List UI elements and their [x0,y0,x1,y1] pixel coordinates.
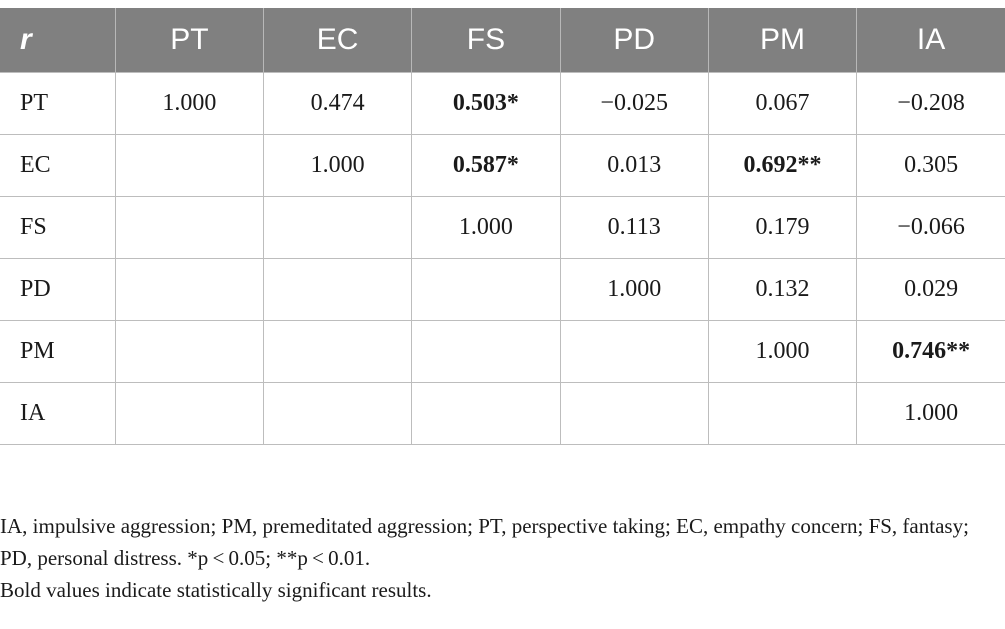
table-cell: 1.000 [856,382,1005,445]
table-cell: 0.305 [856,134,1005,197]
table-cell [559,382,709,445]
table-cell: 0.503* [411,72,561,135]
table-cell [262,196,412,259]
table-cell: −0.208 [856,72,1005,135]
table-cell [114,196,264,259]
row-label: PM [0,320,116,383]
header-row: r PT EC FS PD PM IA [0,8,1005,73]
table-cell [114,320,264,383]
table-footnotes: IA, impulsive aggression; PM, premeditat… [0,510,1000,606]
column-header: IA [856,8,1005,73]
table-cell: 1.000 [262,134,412,197]
table-cell [411,382,561,445]
column-header: PD [559,8,709,73]
table-cell: 0.474 [262,72,412,135]
row-label: FS [0,196,116,259]
table-cell: 0.067 [707,72,857,135]
table-cell: 0.179 [707,196,857,259]
table-cell: 0.029 [856,258,1005,321]
correlation-table-container: r PT EC FS PD PM IA PT 1.000 0.474 0.503… [0,8,1005,445]
table-cell [707,382,857,445]
table-row: PM 1.000 0.746** [0,320,1005,383]
table-cell: 0.746** [856,320,1005,383]
header-corner-label: r [0,8,116,73]
table-cell [114,382,264,445]
abbreviation-note: IA, impulsive aggression; PM, premeditat… [0,514,969,570]
table-cell: −0.025 [559,72,709,135]
table-cell [411,258,561,321]
column-header: FS [411,8,561,73]
table-cell: 0.587* [411,134,561,197]
table-row: PD 1.000 0.132 0.029 [0,258,1005,321]
column-header: PT [114,8,264,73]
table-cell: −0.066 [856,196,1005,259]
table-cell [559,320,709,383]
table-cell [262,382,412,445]
table-cell: 0.013 [559,134,709,197]
table-cell: 1.000 [114,72,264,135]
row-label: PT [0,72,116,135]
table-cell [114,134,264,197]
table-row: IA 1.000 [0,382,1005,445]
bold-values-note: Bold values indicate statistically signi… [0,578,432,602]
table-header: r PT EC FS PD PM IA [0,8,1005,73]
table-cell: 0.113 [559,196,709,259]
table-cell [262,258,412,321]
table-cell [411,320,561,383]
table-row: EC 1.000 0.587* 0.013 0.692** 0.305 [0,134,1005,197]
table-cell: 1.000 [411,196,561,259]
row-label: IA [0,382,116,445]
table-cell: 0.132 [707,258,857,321]
row-label: EC [0,134,116,197]
table-row: PT 1.000 0.474 0.503* −0.025 0.067 −0.20… [0,72,1005,135]
table-cell: 0.692** [707,134,857,197]
correlation-table: r PT EC FS PD PM IA PT 1.000 0.474 0.503… [0,8,1005,445]
table-cell: 1.000 [559,258,709,321]
row-label: PD [0,258,116,321]
column-header: EC [262,8,412,73]
table-body: PT 1.000 0.474 0.503* −0.025 0.067 −0.20… [0,72,1005,445]
table-cell: 1.000 [707,320,857,383]
table-cell [114,258,264,321]
column-header: PM [707,8,857,73]
table-row: FS 1.000 0.113 0.179 −0.066 [0,196,1005,259]
table-cell [262,320,412,383]
